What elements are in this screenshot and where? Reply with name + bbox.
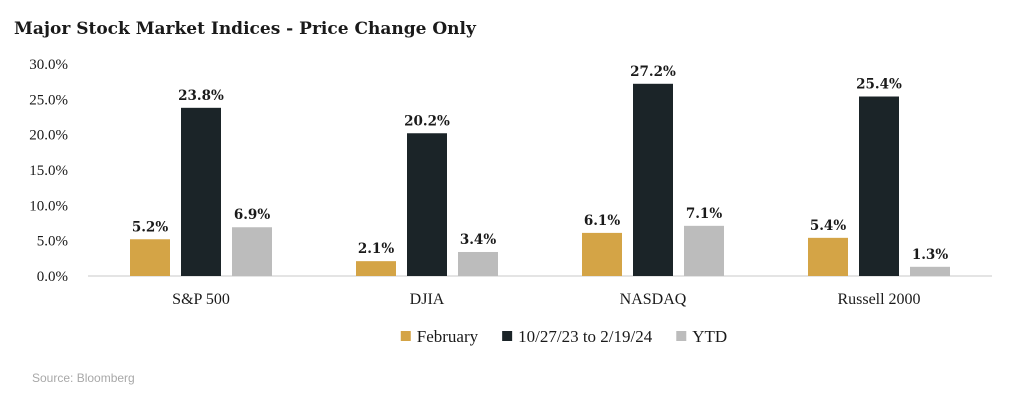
data-label: 1.3%	[912, 247, 948, 263]
x-category-label: S&P 500	[172, 291, 230, 308]
y-tick-label: 25.0%	[29, 92, 68, 108]
data-label: 6.1%	[584, 213, 620, 229]
bar	[458, 251, 498, 276]
data-label: 3.4%	[460, 232, 496, 248]
bar	[181, 107, 221, 277]
source-note: Source: Bloomberg	[32, 371, 135, 385]
legend-swatch	[400, 331, 411, 341]
data-label: 5.2%	[132, 219, 168, 235]
data-label: 20.2%	[404, 113, 450, 129]
data-label: 2.1%	[358, 241, 394, 257]
legend-item: YTD	[676, 327, 727, 346]
legend-label: February	[417, 327, 479, 346]
y-tick-label: 5.0%	[37, 234, 68, 250]
data-label: 23.8%	[178, 88, 224, 104]
x-category-label: DJIA	[410, 291, 445, 308]
bar	[232, 227, 272, 276]
bar	[910, 266, 950, 276]
bar	[633, 83, 673, 276]
legend-item: 10/27/23 to 2/19/24	[502, 327, 653, 346]
bar	[130, 239, 170, 276]
data-label: 27.2%	[630, 64, 676, 80]
data-label: 25.4%	[856, 77, 902, 93]
legend-swatch	[502, 331, 513, 341]
chart-title: Major Stock Market Indices - Price Chang…	[14, 19, 477, 39]
bar	[859, 96, 899, 276]
bar	[808, 237, 848, 276]
bar	[582, 232, 622, 276]
y-tick-label: 20.0%	[29, 128, 68, 144]
y-tick-label: 30.0%	[29, 57, 68, 73]
y-axis: 30.0% 25.0% 20.0% 15.0% 10.0% 5.0% 0.0%	[29, 57, 68, 285]
bar	[684, 225, 724, 276]
x-category-label: NASDAQ	[620, 291, 687, 308]
data-label: 7.1%	[686, 206, 722, 222]
category-labels: S&P 500 DJIA NASDAQ Russell 2000	[172, 291, 920, 308]
data-label: 6.9%	[234, 207, 270, 223]
data-label: 5.4%	[810, 218, 846, 234]
x-category-label: Russell 2000	[837, 291, 920, 308]
y-tick-label: 0.0%	[37, 269, 68, 285]
bars-group: 5.2% 23.8% 6.9% 2.1% 20.2% 3.4% 6.1% 27.2% 7.1% 5…	[130, 64, 950, 277]
y-tick-label: 10.0%	[29, 198, 68, 214]
legend-swatch	[676, 331, 687, 341]
legend-label: YTD	[692, 327, 727, 346]
legend-label: 10/27/23 to 2/19/24	[518, 327, 653, 346]
bar	[356, 261, 396, 276]
legend: February 10/27/23 to 2/19/24 YTD	[400, 327, 727, 346]
y-tick-label: 15.0%	[29, 163, 68, 179]
bar	[407, 133, 447, 276]
legend-item: February	[400, 327, 479, 346]
